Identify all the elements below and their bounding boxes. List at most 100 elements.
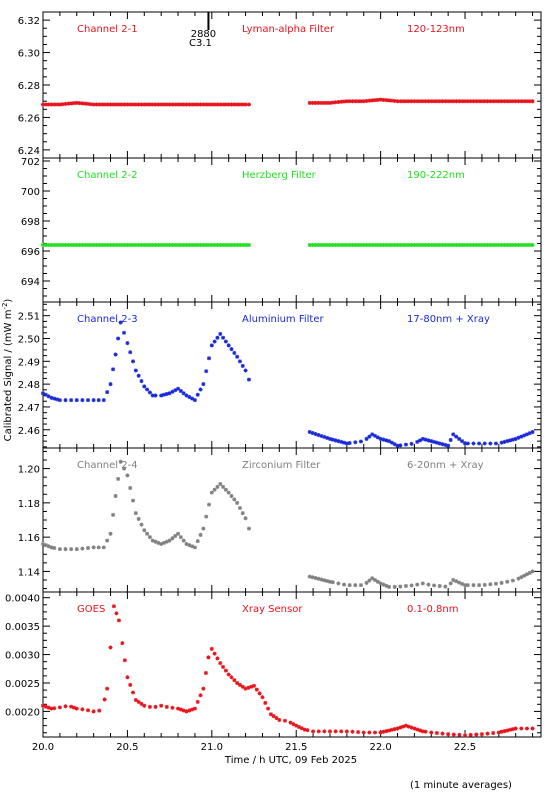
- data-point: [403, 584, 408, 588]
- data-point: [244, 243, 249, 247]
- data-point: [184, 243, 189, 247]
- data-point: [479, 243, 484, 247]
- data-point: [395, 99, 400, 104]
- data-point: [463, 99, 468, 104]
- data-point: [215, 243, 220, 247]
- data-point: [116, 618, 121, 623]
- data-point: [499, 243, 504, 247]
- data-point: [229, 243, 234, 247]
- data-point: [209, 102, 214, 107]
- data-point: [190, 102, 195, 107]
- data-point: [96, 545, 101, 550]
- data-point: [153, 243, 158, 247]
- data-point: [387, 243, 392, 247]
- data-point: [221, 243, 226, 247]
- data-point: [336, 100, 341, 105]
- data-point: [510, 243, 515, 247]
- data-point: [347, 583, 352, 588]
- data-point: [333, 100, 338, 105]
- data-point: [488, 582, 493, 587]
- data-point: [409, 441, 414, 446]
- data-point: [108, 243, 113, 247]
- data-point: [223, 487, 228, 492]
- data-point: [505, 728, 510, 733]
- x-axis-title: Time / h UTC, 09 Feb 2025: [224, 755, 357, 766]
- y-tick-label: 1.18: [18, 499, 40, 510]
- data-point: [468, 732, 473, 737]
- data-point: [108, 645, 113, 650]
- data-point: [432, 99, 437, 104]
- data-point: [55, 243, 60, 247]
- data-point: [434, 440, 439, 445]
- data-point: [409, 99, 414, 104]
- data-point: [443, 99, 448, 104]
- data-point: [446, 443, 451, 448]
- data-point: [398, 584, 403, 589]
- data-point: [412, 726, 417, 731]
- data-point: [426, 99, 431, 104]
- band-label: 6-20nm + Xray: [407, 460, 484, 471]
- data-point: [387, 439, 392, 444]
- data-point: [235, 102, 240, 107]
- data-point: [524, 243, 529, 247]
- data-point: [43, 243, 48, 247]
- data-point: [215, 656, 220, 661]
- data-point: [243, 516, 248, 521]
- panel-1: 6.24 6.26 6.28 6.30 6.32 Channel 2-1 Lyman-alp…: [18, 11, 542, 159]
- data-point: [164, 392, 169, 397]
- data-point: [41, 542, 45, 546]
- y-tick-label: 2.51: [18, 312, 40, 323]
- data-point: [319, 243, 324, 247]
- data-point: [190, 243, 195, 247]
- data-point: [342, 582, 347, 587]
- data-point: [392, 584, 397, 589]
- panel-3: 2.46 2.47 2.48 2.49 2.50 2.51 Channel 2-3 Alumi…: [18, 301, 542, 449]
- data-point: [223, 102, 228, 107]
- data-point: [361, 730, 366, 735]
- data-point: [527, 570, 532, 575]
- x-tick-label: 21.0: [201, 742, 223, 753]
- data-point: [43, 704, 48, 709]
- data-point: [218, 661, 223, 666]
- data-point: [429, 730, 434, 735]
- data-point: [198, 243, 203, 247]
- data-point: [43, 543, 48, 548]
- y-tick-label: 6.26: [18, 113, 40, 124]
- data-point: [418, 728, 423, 733]
- data-point: [153, 539, 158, 544]
- data-point: [240, 363, 245, 368]
- data-point: [139, 701, 144, 706]
- data-point: [313, 431, 318, 436]
- data-point: [105, 102, 110, 107]
- data-point: [457, 580, 462, 585]
- data-point: [316, 243, 321, 247]
- data-point: [370, 98, 375, 103]
- data-point: [170, 705, 175, 710]
- data-point: [367, 730, 372, 735]
- data-point: [46, 544, 51, 549]
- data-point: [327, 100, 332, 105]
- data-point: [139, 243, 144, 247]
- data-point: [60, 243, 65, 247]
- x-tick-label: 22.5: [454, 742, 476, 753]
- data-point: [313, 243, 318, 247]
- data-point: [418, 243, 423, 247]
- data-point: [136, 243, 141, 247]
- data-point: [440, 442, 445, 447]
- data-point: [161, 392, 166, 397]
- data-point: [192, 545, 197, 550]
- data-point: [139, 102, 144, 107]
- data-point: [364, 243, 369, 247]
- data-point: [145, 531, 150, 536]
- data-point: [215, 335, 220, 340]
- data-point: [356, 243, 361, 247]
- data-point: [493, 99, 498, 104]
- data-point: [440, 99, 445, 104]
- data-point: [302, 727, 307, 732]
- data-point: [451, 578, 456, 582]
- data-point: [142, 102, 147, 107]
- data-point: [229, 675, 234, 680]
- data-point: [207, 102, 211, 107]
- data-point: [170, 102, 175, 107]
- data-point: [203, 671, 208, 676]
